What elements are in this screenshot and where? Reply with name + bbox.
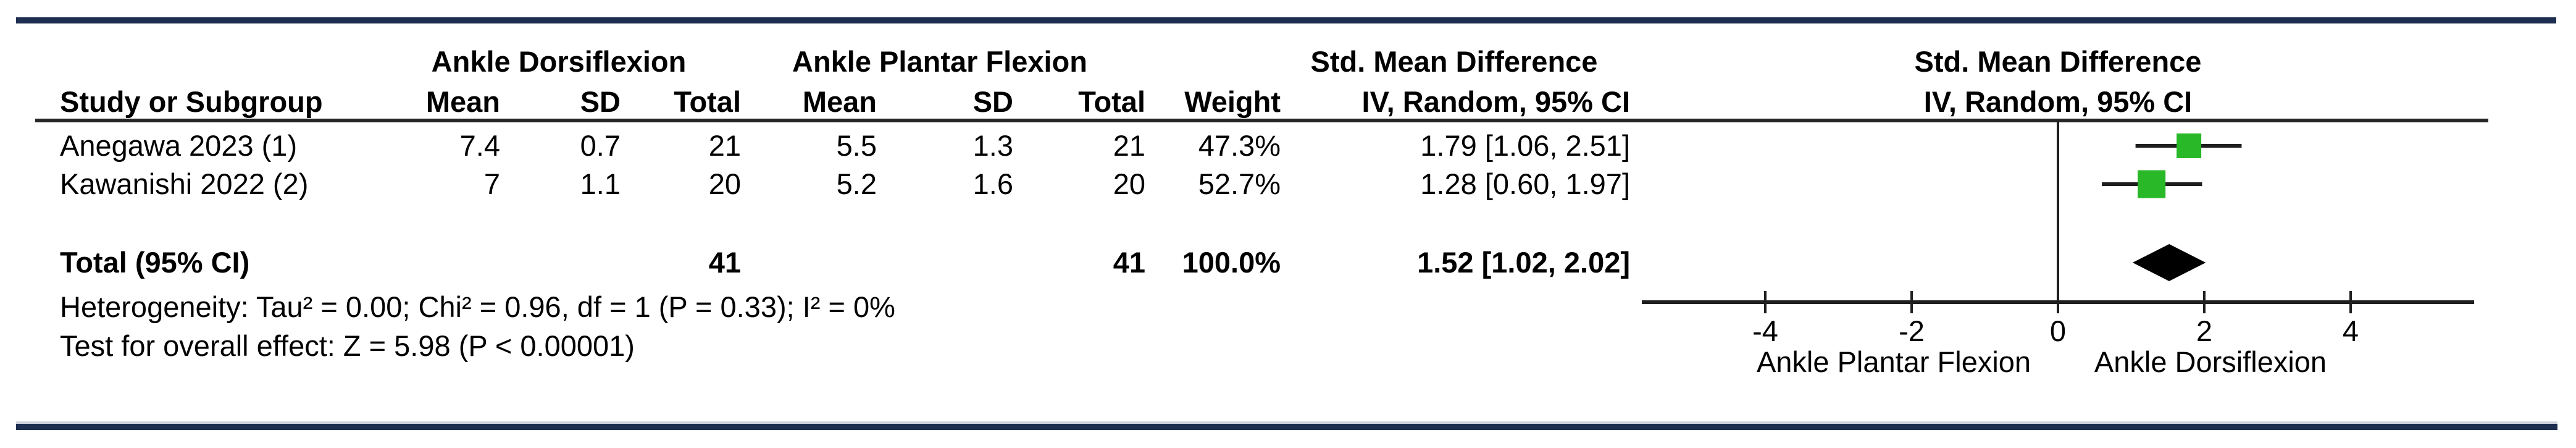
total-label: Total (95% CI) [60,246,250,279]
effect-ci-value: 1.28 [0.60, 1.97] [1420,167,1630,200]
mean2-value: 5.2 [836,167,877,200]
column-header-mean1: Mean [425,85,500,118]
column-header-sd1: SD [580,85,621,118]
effect-ci-value: 1.79 [1.06, 2.51] [1420,129,1630,162]
plot-header-line1: Std. Mean Difference [1914,45,2202,78]
x-axis-label-right: Ankle Dorsiflexion [2094,345,2327,378]
total1-value: 20 [708,167,741,200]
mean1-value: 7 [483,167,500,200]
study-label: Kawanishi 2022 (2) [60,167,309,200]
study-effect-square [2177,133,2202,158]
column-header-weight: Weight [1184,85,1281,118]
column-header-mean2: Mean [802,85,877,118]
weight-value: 52.7% [1198,167,1281,200]
column-header-total2: Total [1078,85,1145,118]
column-header-total1: Total [674,85,741,118]
overall-effect-note: Test for overall effect: Z = 5.98 (P < 0… [60,329,635,362]
total1-value: 21 [708,129,741,162]
study-label: Anegawa 2023 (1) [60,129,298,162]
group-header-experimental: Ankle Dorsiflexion [431,45,687,78]
total1-sum: 41 [708,246,741,279]
axis-tick-label: 0 [2050,315,2066,347]
group-header-control: Ankle Plantar Flexion [792,45,1087,78]
total2-value: 21 [1113,129,1145,162]
x-axis-label-left: Ankle Plantar Flexion [1757,345,2031,378]
axis-tick-label: -4 [1752,315,1778,347]
column-header-study: Study or Subgroup [60,85,323,118]
heterogeneity-note: Heterogeneity: Tau² = 0.00; Chi² = 0.96,… [60,290,895,323]
column-header-effect-ci: IV, Random, 95% CI [1361,85,1630,118]
study-effect-square [2138,170,2166,198]
group-header-effect: Std. Mean Difference [1310,45,1598,78]
weight-sum: 100.0% [1182,246,1281,279]
sd2-value: 1.6 [972,167,1013,200]
top-rule [16,17,2556,23]
sd2-value: 1.3 [972,129,1013,162]
sd1-value: 1.1 [580,167,621,200]
pooled-effect-ci: 1.52 [1.02, 2.02] [1417,246,1630,279]
column-header-sd2: SD [972,85,1013,118]
pooled-diamond [2132,244,2206,281]
axis-tick-label: -2 [1899,315,1925,347]
total2-sum: 41 [1113,246,1145,279]
bottom-rule [16,421,2557,430]
weight-value: 47.3% [1198,129,1281,162]
axis-tick-label: 2 [2196,315,2212,347]
axis-tick-label: 4 [2343,315,2359,347]
plot-header-line2: IV, Random, 95% CI [1923,85,2193,118]
header-separator [35,119,2488,122]
mean2-value: 5.5 [836,129,877,162]
sd1-value: 0.7 [580,129,621,162]
total2-value: 20 [1113,167,1145,200]
mean1-value: 7.4 [459,129,500,162]
